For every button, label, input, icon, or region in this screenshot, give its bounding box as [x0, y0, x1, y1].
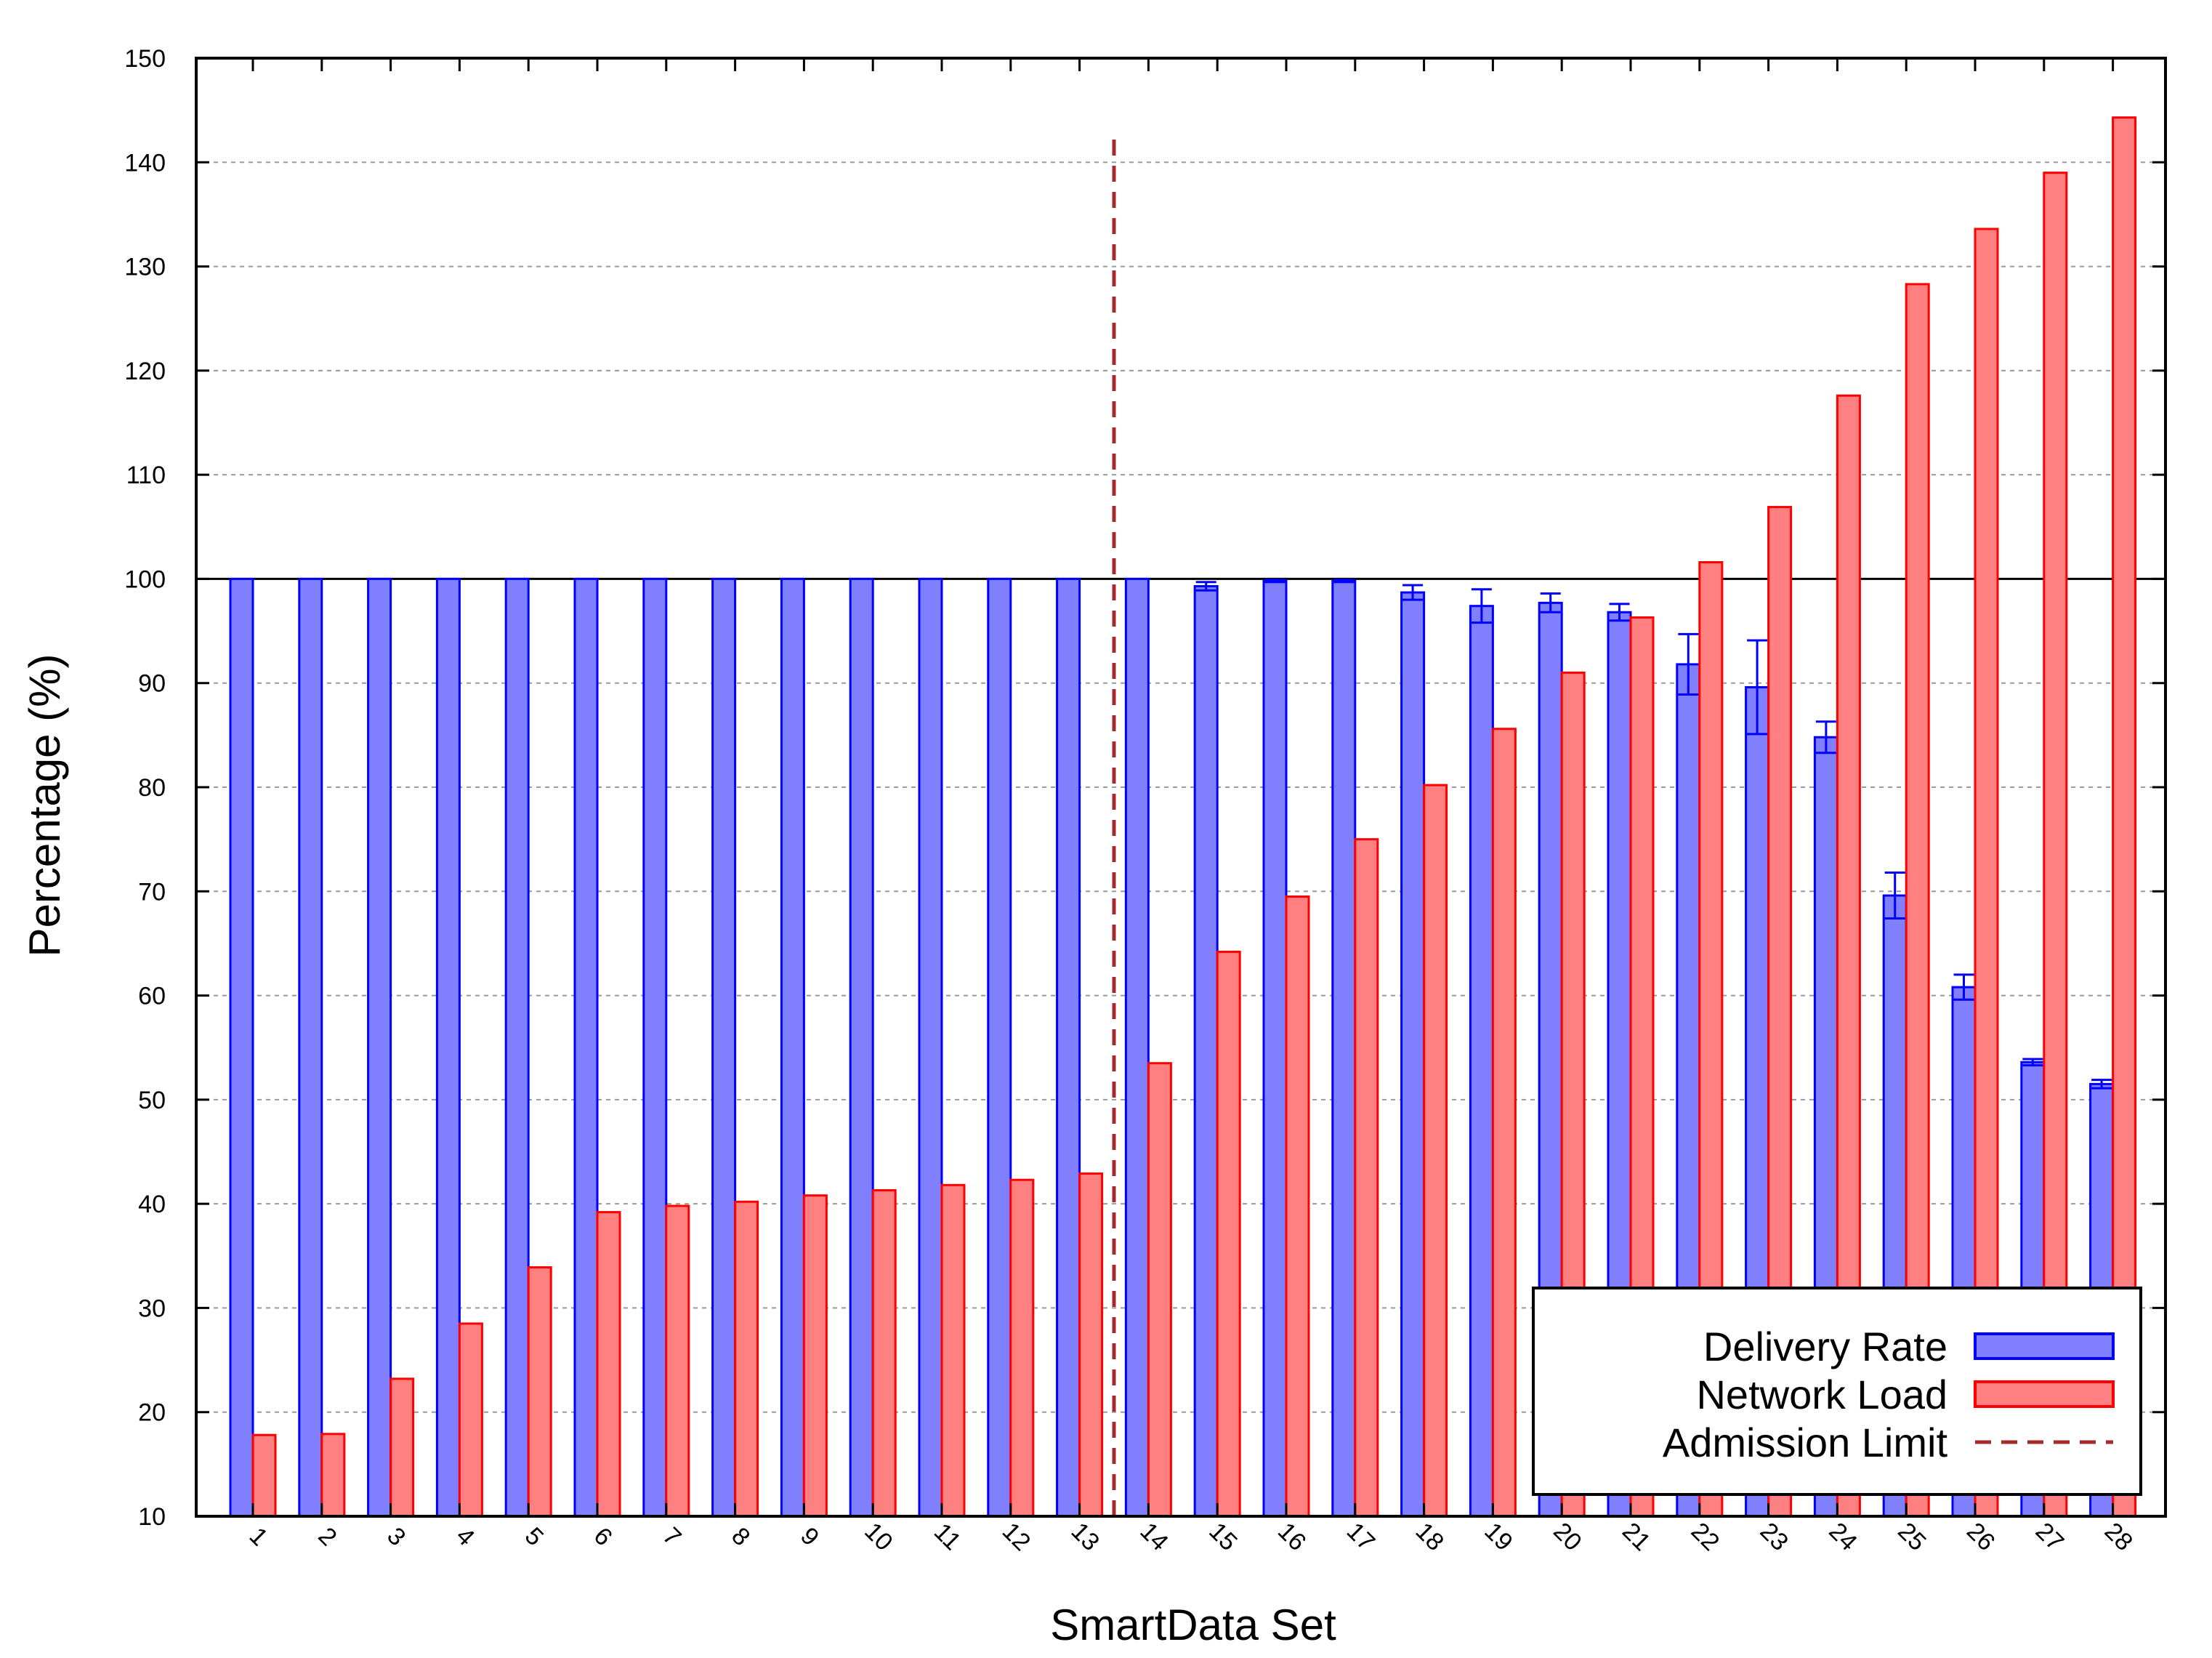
delivery-rate-error-bar-19	[1471, 588, 1492, 624]
y-tick-label-140: 140	[124, 149, 166, 177]
delivery-rate-bar-6	[573, 577, 599, 1518]
y-tick-label-20: 20	[138, 1399, 166, 1427]
network-load-bar-18	[1423, 784, 1448, 1518]
network-load-bar-7	[665, 1204, 690, 1518]
delivery-rate-bar-19	[1469, 605, 1494, 1518]
y-tick-label-120: 120	[124, 358, 166, 385]
network-load-bar-16	[1285, 895, 1310, 1518]
network-load-bar-10	[871, 1189, 897, 1518]
network-load-bar-19	[1491, 728, 1517, 1518]
delivery-rate-bar-1	[229, 577, 254, 1518]
delivery-rate-error-bar-25	[1884, 871, 1905, 920]
delivery-rate-bar-11	[918, 577, 943, 1518]
delivery-rate-bar-5	[504, 577, 530, 1518]
delivery-rate-bar-4	[435, 577, 461, 1518]
y-tick-label-100: 100	[124, 566, 166, 593]
delivery-rate-error-bar-21	[1609, 603, 1630, 622]
y-axis-label: Percentage (%)	[20, 654, 69, 957]
network-load-bar-13	[1078, 1172, 1104, 1518]
network-load-bar-6	[596, 1211, 621, 1518]
x-axis-label: SmartData Set	[1050, 1601, 1336, 1649]
network-load-bar-8	[734, 1200, 759, 1518]
network-load-bar-4	[458, 1322, 483, 1518]
legend-swatch-delivery-rate	[1974, 1332, 2115, 1360]
delivery-rate-bar-9	[780, 577, 805, 1518]
delivery-rate-error-bar-27	[2022, 1058, 2043, 1067]
y-tick-label-10: 10	[138, 1503, 166, 1531]
y-tick-label-130: 130	[124, 254, 166, 281]
delivery-rate-error-bar-15	[1195, 581, 1216, 592]
delivery-rate-error-bar-28	[2091, 1079, 2112, 1090]
delivery-rate-bar-3	[367, 577, 392, 1518]
network-load-bar-15	[1216, 950, 1241, 1518]
delivery-rate-error-bar-20	[1540, 592, 1561, 613]
y-tick-label-50: 50	[138, 1087, 166, 1114]
network-load-bar-28	[2112, 116, 2137, 1518]
network-load-bar-17	[1354, 838, 1379, 1518]
network-load-bar-5	[527, 1266, 552, 1518]
y-axis-ticks: 10 20 30 40 50 60 70 80 90 100 110 120 130 140 150	[124, 45, 2165, 1531]
delivery-rate-bar-17	[1331, 579, 1357, 1518]
delivery-rate-bar-10	[849, 577, 874, 1518]
delivery-rate-bar-8	[711, 577, 737, 1518]
delivery-rate-bar-15	[1193, 584, 1219, 1518]
y-tick-label-150: 150	[124, 45, 166, 73]
legend-label-0: Delivery Rate	[1703, 1324, 1947, 1369]
network-load-bar-3	[389, 1377, 415, 1518]
y-tick-label-70: 70	[138, 878, 166, 906]
network-load-bar-2	[320, 1433, 346, 1518]
delivery-rate-bar-7	[642, 577, 668, 1518]
y-tick-label-40: 40	[138, 1191, 166, 1218]
y-tick-label-30: 30	[138, 1295, 166, 1322]
delivery-rate-error-bar-18	[1402, 584, 1424, 601]
delivery-rate-error-bar-26	[1953, 973, 1974, 1001]
delivery-rate-bar-2	[298, 577, 323, 1518]
y-tick-label-90: 90	[138, 670, 166, 698]
network-load-bar-1	[251, 1433, 277, 1518]
delivery-rate-bar-13	[1056, 577, 1081, 1518]
legend-swatch-network-load	[1974, 1380, 2115, 1408]
delivery-rate-error-bar-24	[1815, 720, 1836, 754]
delivery-rate-error-bar-22	[1678, 632, 1699, 696]
legend-label-2: Admission Limit	[1663, 1420, 1948, 1465]
delivery-rate-bar-12	[987, 577, 1012, 1518]
network-load-bar-14	[1147, 1062, 1172, 1518]
network-load-bar-12	[1009, 1178, 1035, 1518]
y-tick-label-60: 60	[138, 983, 166, 1010]
legend-label-1: Network Load	[1696, 1372, 1947, 1417]
delivery-rate-bar-16	[1262, 579, 1288, 1518]
error-bars	[1195, 579, 2112, 1090]
y-tick-label-110: 110	[126, 462, 166, 489]
network-load-bar-11	[940, 1183, 966, 1518]
delivery-rate-error-bar-23	[1747, 639, 1768, 736]
network-load-bar-9	[802, 1194, 828, 1518]
delivery-rate-bar-18	[1400, 591, 1426, 1518]
delivery-rate-error-bar-16	[1264, 579, 1285, 584]
y-tick-label-80: 80	[138, 774, 166, 802]
delivery-rate-bar-14	[1124, 577, 1150, 1518]
delivery-rate-error-bar-17	[1333, 579, 1355, 584]
